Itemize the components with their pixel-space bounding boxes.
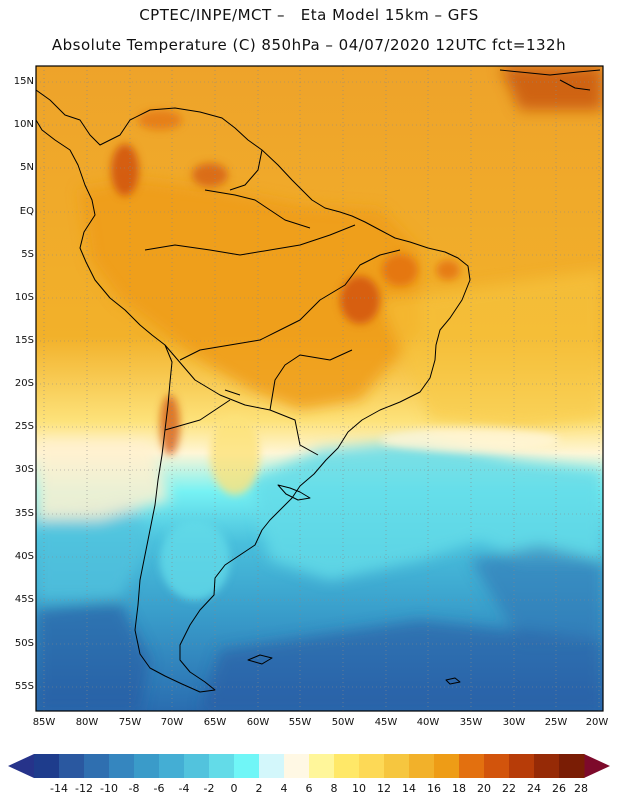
temperature-field	[36, 66, 603, 711]
colorbar-swatch	[334, 754, 360, 778]
lat-label: 5S	[21, 249, 34, 260]
colorbar-label: 16	[427, 782, 441, 795]
map-title: CPTEC/INPE/MCT – Eta Model 15km – GFS	[139, 6, 479, 24]
colorbar-swatch	[409, 754, 435, 778]
lat-label: 50S	[14, 638, 34, 649]
colorbar-swatch	[159, 754, 185, 778]
lon-label: 75W	[118, 717, 142, 728]
lon-label: 30W	[502, 717, 526, 728]
colorbar-label: 0	[230, 782, 238, 795]
lat-label: 55S	[14, 681, 34, 692]
lon-label: 60W	[246, 717, 270, 728]
colorbar-low-arrow	[8, 754, 34, 778]
colorbar	[8, 754, 610, 778]
lon-label: 50W	[331, 717, 355, 728]
colorbar-swatch	[459, 754, 485, 778]
colorbar-label: 10	[352, 782, 366, 795]
colorbar-label: -12	[75, 782, 93, 795]
colorbar-swatch	[34, 754, 60, 778]
colorbar-label: -10	[100, 782, 118, 795]
map-subtitle: Absolute Temperature (C) 850hPa – 04/07/…	[51, 36, 567, 54]
lon-label: 20W	[585, 717, 609, 728]
colorbar-label: 28	[574, 782, 588, 795]
lat-label: 30S	[14, 464, 34, 475]
lon-label: 25W	[544, 717, 568, 728]
colorbar-label: 12	[377, 782, 391, 795]
lat-label: 20S	[14, 378, 34, 389]
lat-label: 15N	[13, 76, 34, 87]
colorbar-label: 14	[402, 782, 416, 795]
colorbar-label: 26	[552, 782, 566, 795]
lon-label: 65W	[203, 717, 227, 728]
lon-label: 35W	[459, 717, 483, 728]
colorbar-label: -8	[128, 782, 140, 795]
lat-label: 35S	[14, 508, 34, 519]
lat-label: 5N	[20, 162, 34, 173]
colorbar-swatch	[534, 754, 560, 778]
colorbar-swatch	[109, 754, 135, 778]
colorbar-label: 8	[330, 782, 338, 795]
colorbar-high-arrow	[584, 754, 610, 778]
lon-label: 85W	[32, 717, 56, 728]
colorbar-label: 22	[502, 782, 516, 795]
colorbar-label: 2	[255, 782, 263, 795]
lon-label: 40W	[416, 717, 440, 728]
colorbar-label: 20	[477, 782, 491, 795]
colorbar-swatch	[59, 754, 85, 778]
colorbar-label: -14	[50, 782, 68, 795]
lat-label: EQ	[19, 206, 34, 217]
colorbar-swatch	[309, 754, 335, 778]
lat-label: 25S	[14, 421, 34, 432]
lon-label: 55W	[288, 717, 312, 728]
colorbar-swatch	[434, 754, 460, 778]
map-frame	[35, 65, 604, 712]
lon-label: 45W	[374, 717, 398, 728]
colorbar-swatch	[209, 754, 235, 778]
colorbar-swatch	[259, 754, 285, 778]
colorbar-swatch	[484, 754, 510, 778]
colorbar-swatch	[559, 754, 585, 778]
colorbar-swatch	[384, 754, 410, 778]
colorbar-swatch	[234, 754, 260, 778]
colorbar-label: -6	[153, 782, 165, 795]
lon-label: 80W	[75, 717, 99, 728]
lat-label: 45S	[14, 594, 34, 605]
lat-label: 10S	[14, 292, 34, 303]
colorbar-label: -4	[178, 782, 190, 795]
colorbar-swatch	[284, 754, 310, 778]
lat-label: 15S	[14, 335, 34, 346]
colorbar-label: 4	[280, 782, 288, 795]
colorbar-label: 6	[305, 782, 313, 795]
colorbar-label: 24	[527, 782, 541, 795]
colorbar-swatch	[359, 754, 385, 778]
lat-label: 10N	[13, 119, 34, 130]
lat-label: 40S	[14, 551, 34, 562]
colorbar-swatch	[84, 754, 110, 778]
colorbar-swatch	[184, 754, 210, 778]
map-gridlines	[36, 66, 603, 711]
colorbar-swatch	[509, 754, 535, 778]
coastlines	[36, 69, 601, 693]
colorbar-swatch	[134, 754, 160, 778]
lon-label: 70W	[160, 717, 184, 728]
colorbar-label: -2	[203, 782, 215, 795]
colorbar-label: 18	[452, 782, 466, 795]
